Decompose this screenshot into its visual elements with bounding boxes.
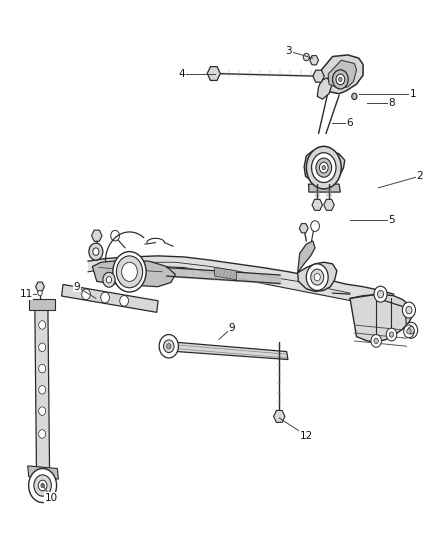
Circle shape (303, 53, 309, 61)
Polygon shape (297, 262, 337, 292)
Text: 11: 11 (19, 289, 33, 299)
Circle shape (28, 469, 57, 503)
Polygon shape (328, 60, 357, 88)
Polygon shape (297, 241, 315, 273)
Polygon shape (308, 184, 340, 192)
Circle shape (111, 230, 120, 241)
Polygon shape (28, 466, 58, 479)
Text: 9: 9 (229, 322, 235, 333)
Circle shape (103, 272, 115, 287)
Text: 10: 10 (44, 492, 57, 503)
Circle shape (339, 77, 342, 82)
Circle shape (311, 221, 319, 231)
Circle shape (117, 256, 143, 288)
Circle shape (306, 264, 328, 290)
Polygon shape (92, 230, 102, 241)
Polygon shape (92, 260, 175, 287)
Circle shape (374, 338, 378, 344)
Text: 1: 1 (410, 88, 417, 99)
Circle shape (406, 306, 412, 314)
Text: 2: 2 (417, 171, 423, 181)
Circle shape (41, 483, 44, 488)
Circle shape (166, 344, 171, 349)
Circle shape (311, 269, 324, 285)
Text: 9: 9 (74, 282, 81, 292)
Text: 8: 8 (388, 98, 395, 108)
Polygon shape (310, 55, 318, 65)
Polygon shape (88, 256, 394, 308)
Text: 3: 3 (286, 46, 292, 56)
Circle shape (122, 262, 138, 281)
Polygon shape (207, 67, 220, 80)
Text: 6: 6 (346, 118, 353, 128)
Circle shape (371, 335, 381, 348)
Circle shape (82, 289, 90, 300)
Text: 5: 5 (388, 215, 395, 225)
Polygon shape (304, 151, 345, 184)
Circle shape (106, 277, 112, 283)
Circle shape (404, 325, 414, 338)
Circle shape (159, 335, 178, 358)
Circle shape (311, 153, 336, 182)
Text: 12: 12 (300, 431, 313, 441)
Circle shape (101, 292, 110, 303)
Polygon shape (319, 55, 363, 94)
Circle shape (352, 93, 357, 100)
Circle shape (319, 163, 328, 173)
Polygon shape (324, 199, 334, 211)
Circle shape (39, 430, 46, 438)
Text: 4: 4 (179, 69, 185, 78)
Circle shape (39, 407, 46, 415)
Circle shape (39, 365, 46, 373)
Circle shape (306, 147, 341, 189)
Circle shape (38, 480, 47, 491)
Polygon shape (215, 268, 237, 280)
Circle shape (120, 295, 128, 306)
Polygon shape (317, 78, 332, 99)
Polygon shape (274, 410, 285, 422)
Polygon shape (29, 300, 55, 310)
Circle shape (386, 328, 397, 341)
Circle shape (89, 243, 103, 260)
Circle shape (316, 158, 332, 177)
Circle shape (389, 332, 394, 337)
Circle shape (322, 165, 325, 169)
Circle shape (332, 70, 348, 89)
Circle shape (39, 321, 46, 329)
Polygon shape (299, 224, 308, 233)
Polygon shape (350, 294, 413, 342)
Circle shape (163, 340, 174, 353)
Circle shape (38, 290, 42, 296)
Circle shape (336, 74, 345, 85)
Circle shape (405, 322, 418, 338)
Circle shape (34, 475, 51, 496)
Polygon shape (35, 282, 44, 292)
Polygon shape (35, 300, 49, 474)
Circle shape (39, 343, 46, 352)
Circle shape (378, 290, 384, 298)
Circle shape (93, 248, 99, 255)
Circle shape (407, 329, 411, 334)
Polygon shape (62, 285, 158, 312)
Polygon shape (313, 70, 324, 82)
Circle shape (39, 385, 46, 394)
Polygon shape (160, 341, 288, 360)
Circle shape (113, 252, 146, 292)
Circle shape (314, 273, 320, 281)
Circle shape (403, 302, 416, 318)
Polygon shape (312, 199, 322, 211)
Circle shape (408, 327, 414, 334)
Circle shape (374, 286, 387, 302)
